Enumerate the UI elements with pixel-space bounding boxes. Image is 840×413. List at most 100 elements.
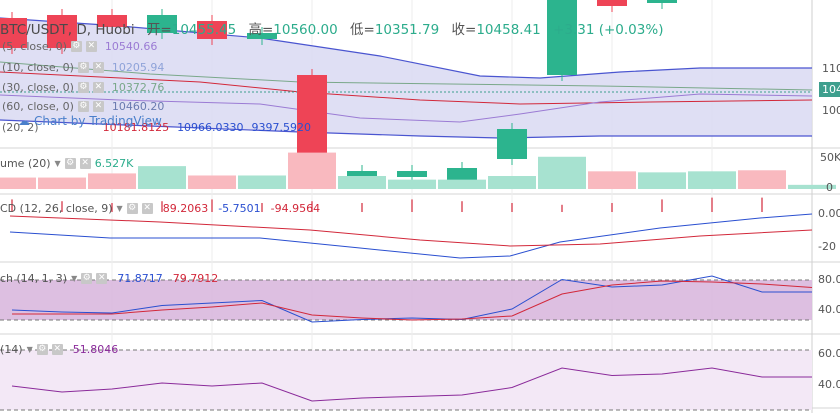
high-label: 高= xyxy=(248,22,274,38)
stoch-k-line xyxy=(11,275,812,323)
volume-bar xyxy=(188,175,236,189)
stoch-axis-tick: 80.0 xyxy=(818,273,840,286)
stoch-d-line xyxy=(12,280,813,321)
ma60-label: (60, close, 0) xyxy=(2,100,74,113)
volume-bar xyxy=(438,179,486,189)
stoch-band-fill xyxy=(0,280,812,320)
volume-axis-tick: 50K xyxy=(820,151,840,164)
volume-bar xyxy=(738,170,786,189)
low-label: 低= xyxy=(350,22,375,38)
candle-body xyxy=(547,0,577,75)
volume-bar xyxy=(0,177,36,189)
candle-body xyxy=(597,0,627,6)
macd-axis-tick: 0.00 xyxy=(818,207,840,220)
volume-bar xyxy=(388,179,436,189)
candle-body xyxy=(197,21,227,39)
change-value: +3.31 (+0.03%) xyxy=(553,22,664,38)
close-icon[interactable]: ✕ xyxy=(141,203,153,214)
settings-icon[interactable]: ⚙ xyxy=(36,344,48,355)
candle-body xyxy=(447,168,477,180)
price-axis-tick: 110 xyxy=(822,62,840,75)
ma60-row[interactable]: (60, close, 0) ⚙ ✕ 10460.20 xyxy=(2,100,164,113)
close-icon[interactable]: ✕ xyxy=(92,101,104,112)
bb-upper-value: 10966.0330 xyxy=(177,121,244,134)
bollinger-lower-line xyxy=(0,119,812,139)
tradingview-link-text: Chart by TradingView xyxy=(34,114,162,128)
rsi-axis-tick: 40.0 xyxy=(818,378,840,391)
stoch-d-value: 79.7912 xyxy=(172,272,219,285)
open-value: 10455.45 xyxy=(171,22,237,38)
tradingview-link[interactable]: ☁ Chart by TradingView xyxy=(18,114,162,128)
settings-icon[interactable]: ⚙ xyxy=(70,41,82,52)
settings-icon[interactable]: ⚙ xyxy=(126,203,138,214)
ma30-value: 10372.76 xyxy=(111,81,165,94)
candle-body xyxy=(247,33,277,39)
macd-line xyxy=(9,213,813,259)
settings-icon[interactable]: ⚙ xyxy=(64,158,76,169)
rsi-axis-tick: 60.0 xyxy=(818,347,840,360)
ma60-value: 10460.20 xyxy=(111,100,165,113)
volume-bar xyxy=(338,176,386,189)
macd-signal-line xyxy=(9,215,813,247)
volume-bar xyxy=(688,171,736,189)
candle-body xyxy=(97,15,127,27)
volume-bar xyxy=(538,156,586,189)
volume-bar xyxy=(88,173,136,189)
bb-row[interactable]: (20, 2) 10181.8125 10966.0330 9397.5920 xyxy=(2,121,311,134)
close-icon[interactable]: ✕ xyxy=(92,62,104,73)
high-value: 10560.00 xyxy=(273,22,338,38)
rsi-value: 51.8046 xyxy=(72,343,119,356)
volume-bar xyxy=(138,166,186,189)
volume-bar xyxy=(488,176,536,189)
settings-icon[interactable]: ⚙ xyxy=(77,62,89,73)
ma10-row[interactable]: (10, close, 0) ⚙ ✕ 10205.94 xyxy=(2,61,164,74)
chevron-down-icon[interactable]: ▼ xyxy=(116,204,123,213)
open-label: 开= xyxy=(146,22,172,38)
volume-bar xyxy=(288,152,336,189)
macd-legend[interactable]: CD (12, 26, close, 9) ▼ ⚙ ✕ 89.2063 -5.75… xyxy=(0,202,320,215)
rsi-line xyxy=(11,367,812,402)
ma30-line xyxy=(0,61,813,91)
macd-signal-value: -94.9564 xyxy=(270,202,321,215)
close-icon[interactable]: ✕ xyxy=(96,273,108,284)
volume-bar xyxy=(788,184,836,189)
close-icon[interactable]: ✕ xyxy=(85,41,97,52)
ma5-line xyxy=(0,93,813,123)
ma5-label: (5, close, 0) xyxy=(2,40,67,53)
close-icon[interactable]: ✕ xyxy=(92,82,104,93)
symbol-name: BTC/USDT, D, Huobi xyxy=(0,22,135,38)
chevron-down-icon[interactable]: ▼ xyxy=(26,345,33,354)
ma5-row[interactable]: (5, close, 0) ⚙ ✕ 10540.66 xyxy=(2,40,157,53)
candle-body xyxy=(0,18,27,48)
rsi-legend[interactable]: (14) ▼ ⚙ ✕ 51.8046 xyxy=(0,343,118,356)
volume-bar xyxy=(638,172,686,189)
close-icon[interactable]: ✕ xyxy=(51,344,63,355)
candle-body xyxy=(647,0,677,3)
candle-body xyxy=(397,171,427,177)
volume-legend[interactable]: ume (20) ▼ ⚙ ✕ 6.527K xyxy=(0,157,133,170)
volume-axis-tick: 0 xyxy=(826,181,833,194)
candle-body xyxy=(497,129,527,159)
settings-icon[interactable]: ⚙ xyxy=(77,82,89,93)
chevron-down-icon[interactable]: ▼ xyxy=(71,274,78,283)
stoch-axis-tick: 40.0 xyxy=(818,303,840,316)
settings-icon[interactable]: ⚙ xyxy=(77,101,89,112)
volume-bar xyxy=(588,171,636,189)
settings-icon[interactable]: ⚙ xyxy=(81,273,93,284)
symbol-header: BTC/USDT, D, Huobi 开=10455.45 高=10560.00… xyxy=(0,18,663,38)
close-icon[interactable]: ✕ xyxy=(79,158,91,169)
stoch-k-value: 71.8717 xyxy=(117,272,163,285)
volume-label: ume (20) xyxy=(0,157,51,170)
volume-bar xyxy=(238,175,286,189)
bb-basis-value: 10181.8125 xyxy=(102,121,170,134)
chevron-down-icon[interactable]: ▼ xyxy=(54,159,61,168)
stoch-legend[interactable]: ch (14, 1, 3) ▼ ⚙ ✕ 71.8717 79.7912 xyxy=(0,272,218,285)
ma30-row[interactable]: (30, close, 0) ⚙ ✕ 10372.76 xyxy=(2,81,164,94)
ma30-label: (30, close, 0) xyxy=(2,81,74,94)
macd-histogram-value: 89.2063 xyxy=(162,202,209,215)
macd-axis-tick: -20 xyxy=(818,240,836,253)
bollinger-basis-line xyxy=(0,71,813,105)
macd-label: CD (12, 26, close, 9) xyxy=(0,202,113,215)
low-value: 10351.79 xyxy=(374,22,440,38)
